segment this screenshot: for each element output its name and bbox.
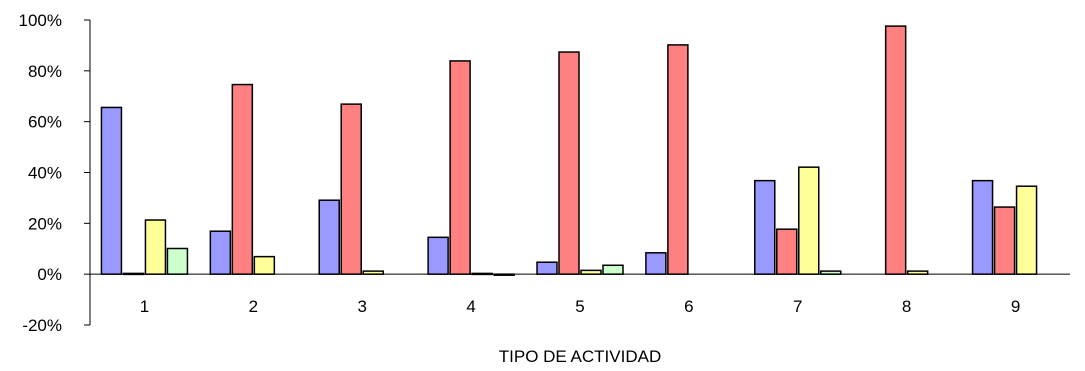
bars-group: [100, 25, 1038, 276]
y-ticks-group: -20% 0% 20% 40% 60% 80% 100%: [19, 11, 90, 335]
x-tick-label: 6: [684, 297, 693, 316]
y-tick-label: 80%: [28, 62, 62, 81]
bar-cat-2-series-3: [253, 255, 276, 275]
bar-cat-2-series-2: [231, 83, 254, 275]
bar-cat-5-series-1: [536, 261, 558, 275]
bar-cat-9-series-2: [993, 206, 1016, 275]
x-tick-label: 7: [793, 297, 802, 316]
y-tick-label: -20%: [22, 316, 62, 335]
bar-cat-1-series-1: [100, 106, 123, 275]
bar-cat-7-series-3: [798, 166, 820, 275]
bar-cat-4-series-1: [427, 236, 449, 275]
y-tick-label: 100%: [19, 11, 62, 30]
x-tick-label: 2: [249, 297, 258, 316]
bar-cat-6-series-1: [645, 252, 667, 275]
y-tick-label: 40%: [28, 164, 62, 183]
bar-cat-9-series-3: [1015, 185, 1038, 275]
x-tick-label: 8: [902, 297, 911, 316]
bar-cat-2-series-1: [209, 230, 232, 275]
bar-cat-5-series-2: [558, 51, 580, 275]
x-tick-label: 3: [357, 297, 366, 316]
bar-cat-1-series-4: [166, 247, 189, 275]
bar-cat-8-series-2: [884, 25, 907, 275]
x-axis-title: TIPO DE ACTIVIDAD: [499, 347, 661, 366]
x-tick-label: 1: [140, 297, 149, 316]
x-tick-label: 9: [1011, 297, 1020, 316]
bar-cat-7-series-1: [754, 179, 776, 275]
bar-cat-1-series-3: [144, 219, 167, 275]
y-tick-label: 0%: [37, 265, 62, 284]
bar-cat-5-series-3: [580, 269, 602, 275]
y-tick-label: 20%: [28, 214, 62, 233]
x-tick-label: 5: [575, 297, 584, 316]
bar-cat-4-series-2: [449, 60, 471, 275]
bar-cat-3-series-2: [340, 103, 362, 275]
bar-cat-6-series-2: [667, 44, 689, 275]
bar-cat-7-series-2: [776, 228, 798, 275]
y-tick-label: 60%: [28, 113, 62, 132]
x-ticks-group: 1 2 3 4 5 6 7 8 9: [140, 297, 1021, 316]
x-tick-label: 4: [466, 297, 475, 316]
bar-cat-9-series-1: [971, 179, 994, 275]
bar-cat-3-series-1: [318, 199, 340, 275]
bar-cat-5-series-4: [602, 264, 624, 275]
